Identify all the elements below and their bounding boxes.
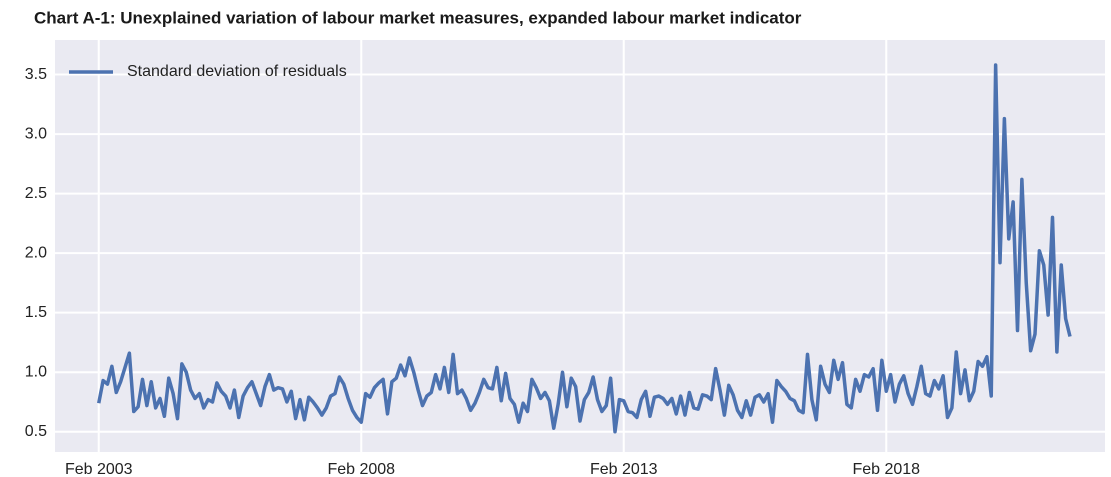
chart-title: Chart A-1: Unexplained variation of labo… (34, 8, 802, 27)
x-tick-label: Feb 2008 (327, 461, 395, 477)
x-tick-label: Feb 2013 (590, 461, 658, 477)
plot-area (55, 40, 1105, 452)
y-tick-label: 2.5 (25, 185, 47, 202)
x-tick-label: Feb 2003 (65, 461, 133, 477)
x-tick-label: Feb 2018 (852, 461, 920, 477)
y-tick-label: 2.0 (25, 244, 47, 261)
data-line (97, 63, 1072, 434)
y-tick-label: 1.5 (25, 304, 47, 321)
legend-label: Standard deviation of residuals (127, 63, 347, 80)
y-tick-label: 3.0 (25, 125, 47, 142)
y-tick-label: 1.0 (25, 363, 47, 380)
y-tick-label: 3.5 (25, 66, 47, 83)
y-tick-label: 0.5 (25, 423, 47, 440)
